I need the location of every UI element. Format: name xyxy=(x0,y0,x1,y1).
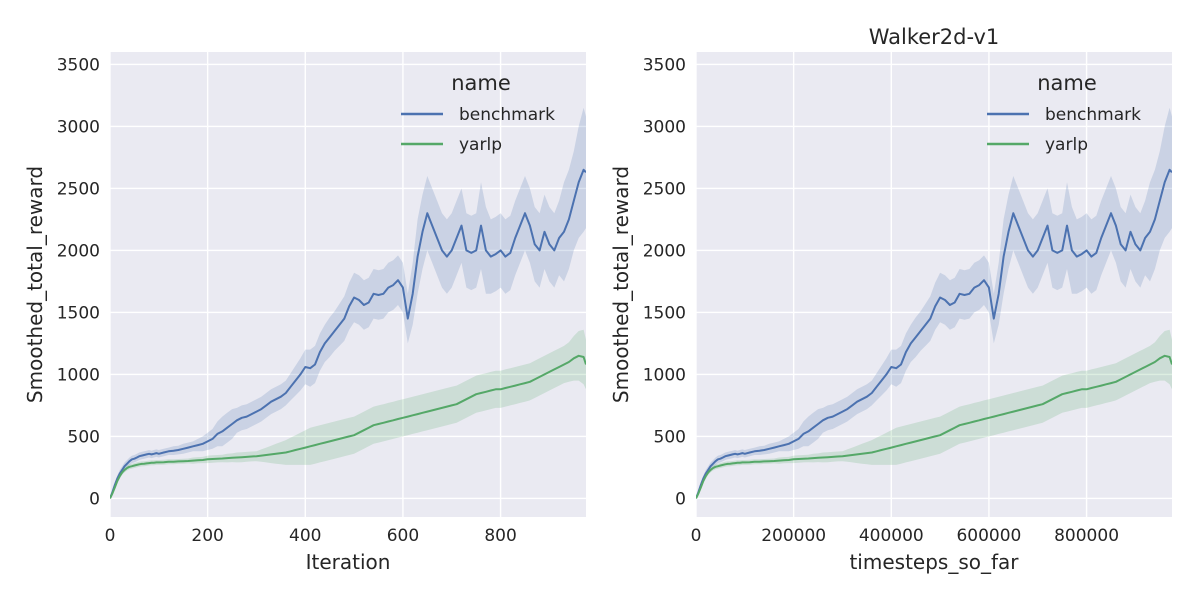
y-tick-label: 500 xyxy=(68,427,100,447)
legend-label-benchmark: benchmark xyxy=(1045,105,1141,125)
y-tick-label: 3000 xyxy=(57,117,100,137)
y-tick-label: 3500 xyxy=(57,55,100,75)
legend-title: name xyxy=(451,71,511,95)
x-axis-label: timesteps_so_far xyxy=(849,550,1019,574)
x-tick-label: 0 xyxy=(105,526,116,546)
right-chart-panel: 0 500 1000 1500 2000 2500 3000 3500 0 200000 40000… xyxy=(609,25,1172,574)
series-line-yarlp xyxy=(696,354,1172,499)
y-tick-label: 0 xyxy=(675,489,686,509)
y-tick-label: 3000 xyxy=(643,117,686,137)
x-tick-label: 600000 xyxy=(956,526,1021,546)
legend: name benchmark yarlp xyxy=(987,71,1141,155)
y-tick-label: 2000 xyxy=(57,241,100,261)
legend-title: name xyxy=(1037,71,1097,95)
series-confidence-band-benchmark xyxy=(696,107,1172,499)
y-axis-label: Smoothed_total_reward xyxy=(23,166,47,403)
x-tick-label: 400 xyxy=(289,526,321,546)
x-axis-label: Iteration xyxy=(306,550,391,574)
y-tick-label: 2000 xyxy=(643,241,686,261)
legend-label-yarlp: yarlp xyxy=(459,135,502,155)
x-tick-label: 0 xyxy=(691,526,702,546)
x-tick-label: 400000 xyxy=(859,526,924,546)
y-tick-label: 1000 xyxy=(57,365,100,385)
series-line-benchmark xyxy=(110,168,586,499)
series-line-benchmark xyxy=(696,168,1172,499)
x-tick-label: 600 xyxy=(387,526,419,546)
y-tick-label: 2500 xyxy=(643,179,686,199)
series-confidence-band-yarlp xyxy=(110,329,586,499)
series-line-yarlp xyxy=(110,354,586,499)
legend-label-benchmark: benchmark xyxy=(459,105,555,125)
y-axis-label: Smoothed_total_reward xyxy=(609,166,633,403)
y-tick-label: 0 xyxy=(89,489,100,509)
x-tick-label: 800 xyxy=(484,526,516,546)
left-chart-panel: 0 500 1000 1500 2000 2500 3000 3500 0 200 400 600 80… xyxy=(23,52,586,574)
plot-area xyxy=(696,52,1172,517)
y-tick-label: 500 xyxy=(654,427,686,447)
y-tick-label: 1000 xyxy=(643,365,686,385)
legend-label-yarlp: yarlp xyxy=(1045,135,1088,155)
legend: name benchmark yarlp xyxy=(401,71,555,155)
y-tick-label: 3500 xyxy=(643,55,686,75)
series-confidence-band-yarlp xyxy=(696,329,1172,499)
chart-title: Walker2d-v1 xyxy=(869,25,1000,49)
y-tick-label: 1500 xyxy=(57,303,100,323)
x-tick-label: 200 xyxy=(191,526,223,546)
plot-area xyxy=(110,52,586,517)
x-tick-label: 200000 xyxy=(761,526,826,546)
y-tick-label: 1500 xyxy=(643,303,686,323)
y-tick-label: 2500 xyxy=(57,179,100,199)
series-confidence-band-benchmark xyxy=(110,107,586,499)
x-tick-label: 800000 xyxy=(1054,526,1119,546)
